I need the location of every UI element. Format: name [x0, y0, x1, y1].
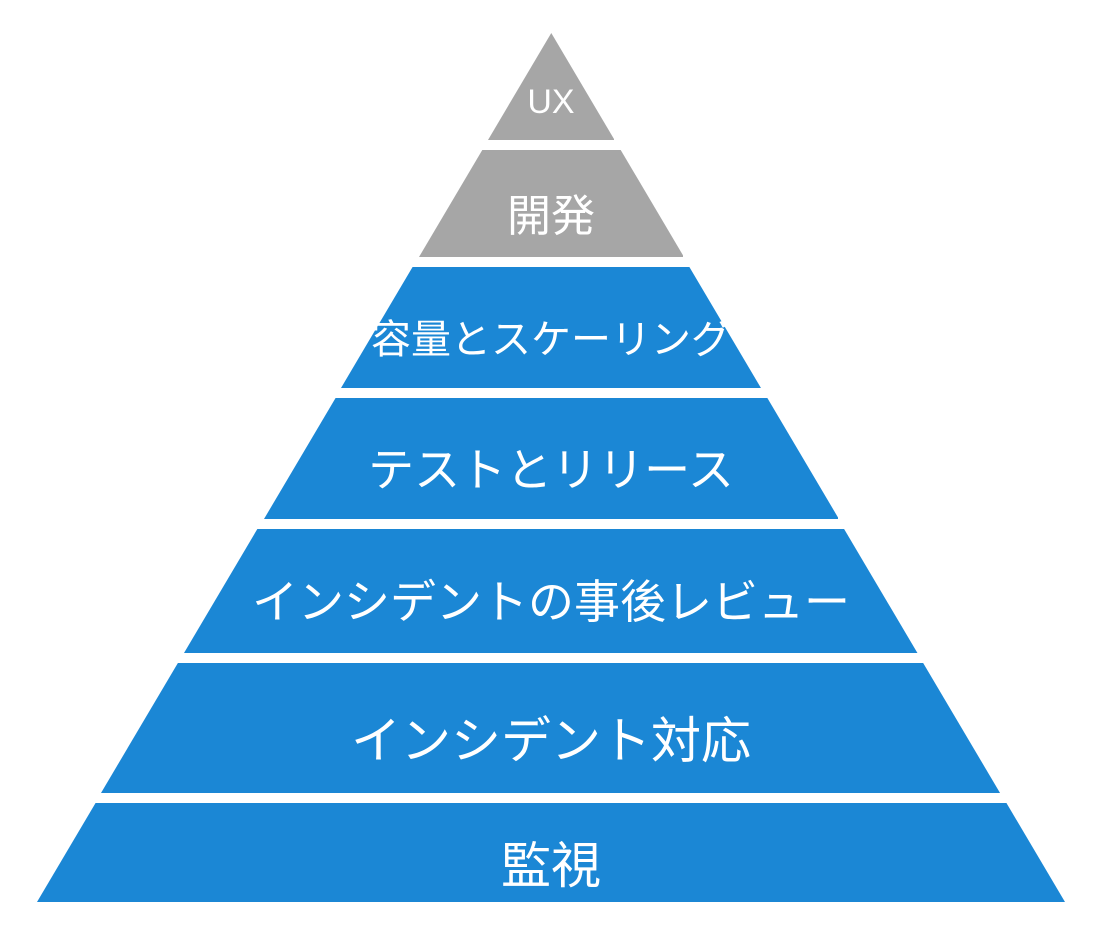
pyramid-layer-label-development: 開発: [507, 180, 595, 244]
pyramid-layer-label-incident-response: インシデント対応: [351, 701, 751, 773]
pyramid-layer-incident-review: インシデントの事後レビュー: [184, 529, 917, 653]
pyramid-layer-development: 開発: [419, 150, 684, 257]
pyramid-layer-monitoring: 監視: [37, 803, 1065, 902]
pyramid-layer-label-incident-review: インシデントの事後レビュー: [252, 566, 850, 632]
pyramid-layer-test-release: テストとリリース: [264, 398, 839, 519]
pyramid-diagram: UX 開発容量とスケーリングテストとリリースインシデントの事後レビューインシデント…: [37, 33, 1065, 903]
pyramid-layer-label-monitoring: 監視: [501, 826, 601, 898]
pyramid-layer-ux: UX: [488, 33, 615, 140]
pyramid-layer-incident-response: インシデント対応: [101, 663, 1000, 793]
pyramid-layer-label-capacity-scaling: 容量とスケーリング: [371, 307, 731, 365]
pyramid-layer-label-ux: UX: [527, 83, 574, 122]
pyramid-layer-label-test-release: テストとリリース: [368, 434, 734, 500]
pyramid-layer-capacity-scaling: 容量とスケーリング: [341, 267, 761, 388]
